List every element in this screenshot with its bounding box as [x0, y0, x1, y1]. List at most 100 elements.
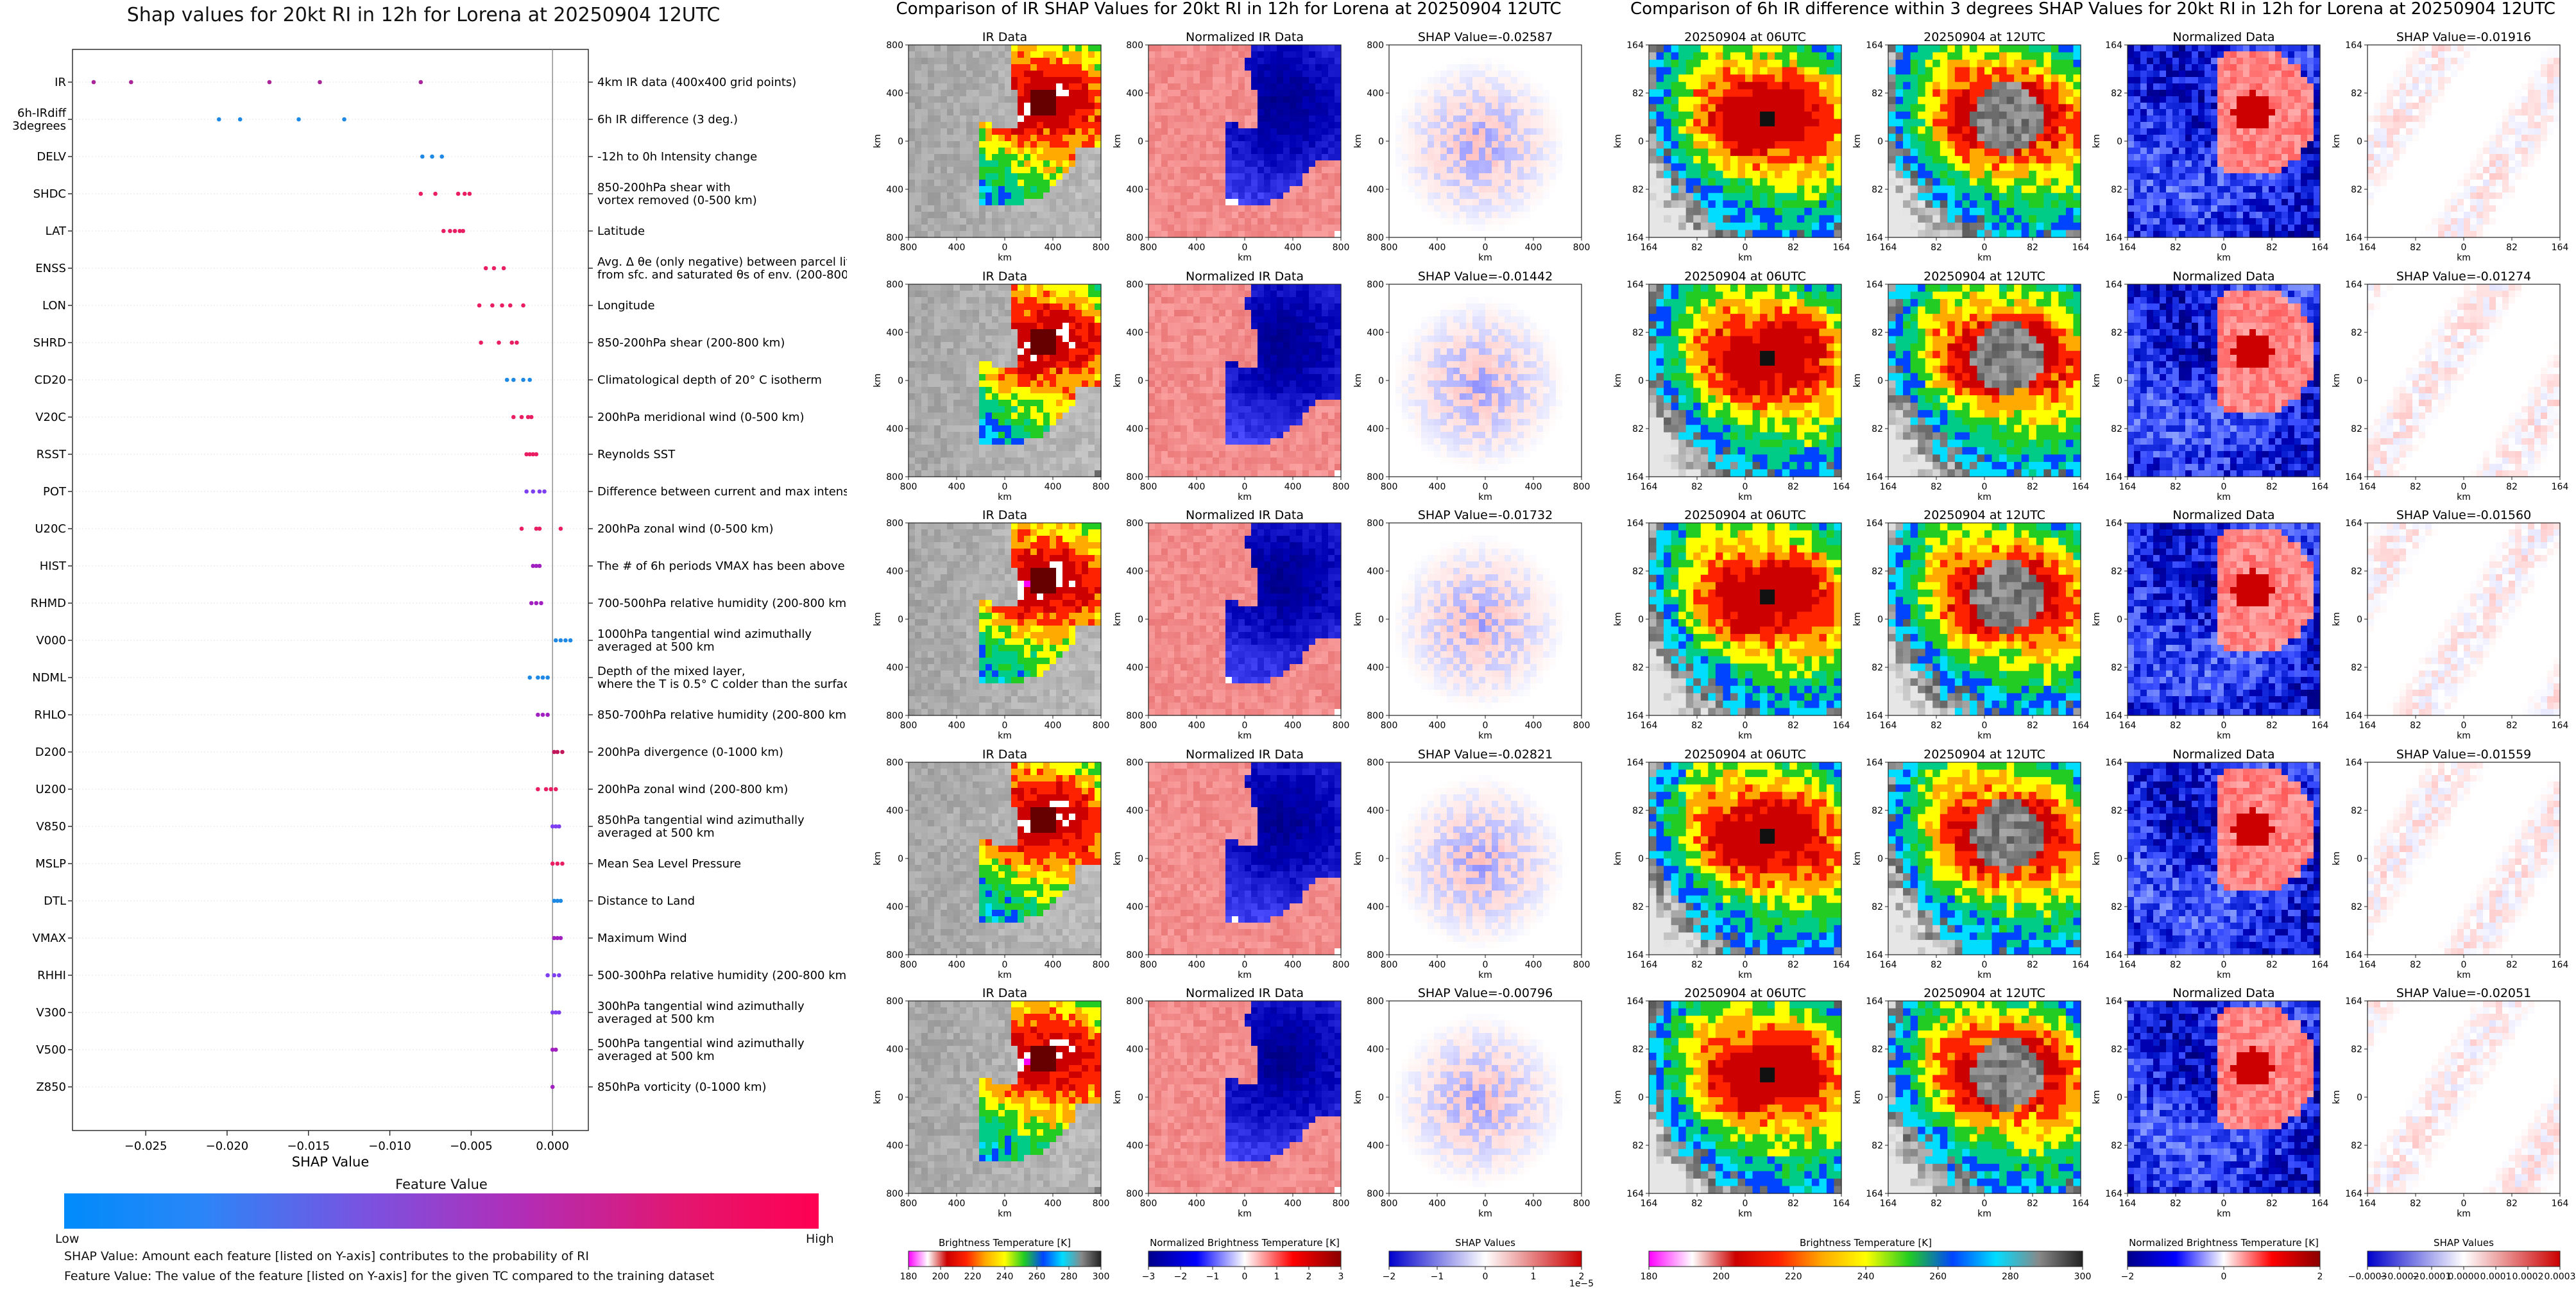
field-cell — [1043, 368, 1050, 375]
field-cell — [1056, 192, 1063, 200]
field-cell — [1018, 180, 1025, 187]
field-cell — [1075, 425, 1082, 432]
field-cell — [1075, 135, 1082, 142]
field-cell — [1155, 419, 1162, 426]
field-cell — [1206, 205, 1213, 212]
field-cell — [953, 355, 960, 362]
field-cell — [1018, 83, 1025, 90]
field-cell — [1277, 122, 1284, 129]
feature-description-label: 850-700hPa relative humidity (200-800 km… — [597, 708, 847, 722]
field-cell — [1466, 173, 1473, 180]
feature-description-label: 700-500hPa relative humidity (200-800 km… — [597, 597, 847, 610]
field-cell — [992, 457, 999, 465]
x-tick-label: 800 — [1381, 243, 1398, 253]
field-cell — [1328, 231, 1335, 238]
field-cell — [1264, 96, 1271, 103]
field-cell — [1389, 51, 1396, 58]
field-cell — [1005, 297, 1012, 304]
field-cell — [1575, 186, 1582, 193]
shap-point — [542, 489, 547, 494]
field-cell — [1556, 128, 1563, 135]
field-cell — [1505, 212, 1512, 219]
field-cell — [1148, 186, 1156, 193]
field-cell — [1206, 109, 1213, 116]
field-cell — [1309, 387, 1316, 394]
field-cell — [1530, 115, 1537, 123]
field-cell — [1062, 71, 1070, 78]
field-cell — [1232, 342, 1239, 349]
field-cell — [1062, 212, 1070, 219]
field-cell — [1232, 316, 1239, 323]
field-cell — [915, 205, 922, 212]
field-cell — [1428, 212, 1435, 219]
field-cell — [915, 355, 922, 362]
field-cell — [1181, 380, 1188, 388]
field-cell — [1466, 58, 1473, 65]
field-cell — [1050, 128, 1057, 135]
field-cell — [1556, 122, 1563, 129]
field-cell — [1174, 303, 1181, 311]
field-cell — [1335, 361, 1342, 368]
field-cell — [973, 135, 980, 142]
field-cell — [1309, 205, 1316, 212]
field-cell — [1322, 122, 1329, 129]
field-cell — [1562, 154, 1569, 161]
field-cell — [1479, 148, 1486, 155]
field-cell — [1511, 51, 1518, 58]
field-cell — [1018, 103, 1025, 110]
shap-point — [237, 117, 243, 122]
field-cell — [1283, 90, 1290, 97]
field-cell — [1277, 90, 1284, 97]
field-cell — [1302, 122, 1309, 129]
field-cell — [1069, 323, 1076, 330]
field-cell — [1043, 90, 1050, 97]
field-cell — [1238, 355, 1245, 362]
field-cell — [928, 135, 935, 142]
field-cell — [1181, 58, 1188, 65]
field-cell — [1389, 96, 1396, 103]
field-cell — [921, 205, 928, 212]
field-cell — [1447, 205, 1454, 212]
field-cell — [1492, 173, 1499, 180]
field-cell — [947, 128, 954, 135]
field-cell — [1309, 109, 1316, 116]
shap-point — [433, 191, 438, 196]
x-axis-label: km — [1478, 253, 1492, 263]
shap-point — [456, 191, 461, 196]
field-cell — [1082, 297, 1089, 304]
field-cell — [1549, 141, 1557, 148]
field-cell — [979, 103, 986, 110]
field-cell — [1245, 348, 1252, 355]
field-cell — [947, 284, 954, 291]
field-cell — [1389, 291, 1396, 298]
field-cell — [1206, 141, 1213, 148]
field-cell — [1335, 173, 1342, 180]
field-cell — [1315, 218, 1322, 225]
field-cell — [1485, 173, 1492, 180]
field-cell — [921, 419, 928, 426]
field-cell — [1174, 425, 1181, 432]
field-cell — [1200, 160, 1207, 167]
field-cell — [1511, 77, 1518, 84]
field-cell — [928, 387, 935, 394]
field-cell — [1421, 218, 1428, 225]
feature-name-label: RHHI — [37, 969, 66, 982]
field-cell — [1517, 122, 1524, 129]
field-cell — [1088, 83, 1095, 90]
field-cell — [1569, 83, 1576, 90]
field-cell — [1075, 58, 1082, 65]
field-cell — [1245, 90, 1252, 97]
field-cell — [973, 361, 980, 368]
feature-name-label: VMAX — [33, 932, 67, 945]
field-cell — [1479, 103, 1486, 110]
field-cell — [1088, 438, 1095, 445]
field-cell — [1453, 141, 1460, 148]
field-cell — [1290, 212, 1297, 219]
field-cell — [1530, 297, 1537, 304]
field-cell — [1517, 96, 1524, 103]
field-cell — [1187, 154, 1194, 161]
field-cell — [1056, 109, 1063, 116]
field-cell — [1174, 128, 1181, 135]
field-cell — [921, 470, 928, 477]
field-cell — [1095, 154, 1102, 161]
